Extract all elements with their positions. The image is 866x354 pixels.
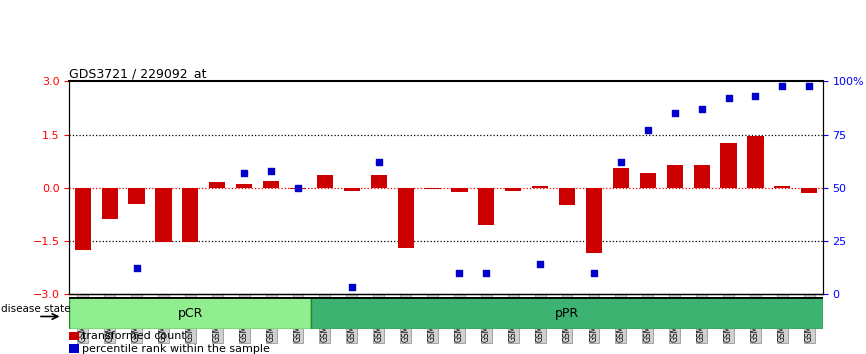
Bar <box>210 182 225 188</box>
Bar <box>667 165 682 188</box>
Bar <box>236 184 252 188</box>
Bar <box>312 297 823 329</box>
Bar <box>69 297 312 329</box>
Point <box>775 83 789 88</box>
Point <box>721 96 735 101</box>
Bar <box>317 175 333 188</box>
Bar <box>613 168 629 188</box>
Point <box>587 270 601 275</box>
Bar <box>263 181 279 188</box>
Point <box>641 127 655 133</box>
Bar <box>424 188 441 189</box>
Bar <box>640 173 656 188</box>
Text: pPR: pPR <box>555 307 579 320</box>
Point <box>130 266 144 271</box>
Bar <box>505 188 521 191</box>
Bar <box>801 188 818 193</box>
Text: transformed count: transformed count <box>82 331 186 341</box>
Point <box>480 270 494 275</box>
Bar <box>344 188 360 191</box>
Bar <box>128 188 145 204</box>
Bar <box>721 143 737 188</box>
Bar <box>559 188 575 205</box>
Bar <box>69 332 79 341</box>
Bar <box>182 188 198 242</box>
Bar <box>101 188 118 219</box>
Point <box>237 170 251 176</box>
Bar <box>290 188 306 189</box>
Point <box>614 159 628 165</box>
Point <box>345 285 359 290</box>
Point <box>372 159 385 165</box>
Point <box>802 83 816 88</box>
Bar <box>478 188 494 225</box>
Text: percentile rank within the sample: percentile rank within the sample <box>82 343 270 354</box>
Bar <box>694 165 709 188</box>
Text: disease state: disease state <box>2 303 71 314</box>
Point <box>291 185 305 190</box>
Bar <box>747 136 764 188</box>
Bar <box>451 188 468 192</box>
Point <box>695 106 708 112</box>
Text: pCR: pCR <box>178 307 203 320</box>
Bar <box>774 186 791 188</box>
Bar <box>397 188 414 248</box>
Bar <box>371 175 387 188</box>
Bar <box>586 188 602 253</box>
Point <box>264 168 278 173</box>
Bar <box>155 188 171 242</box>
Point <box>533 261 547 267</box>
Bar <box>74 188 91 250</box>
Text: GDS3721 / 229092_at: GDS3721 / 229092_at <box>69 67 207 80</box>
Bar <box>532 186 548 188</box>
Point <box>453 270 467 275</box>
Point <box>748 93 762 99</box>
Bar <box>69 344 79 353</box>
Point <box>668 110 682 116</box>
